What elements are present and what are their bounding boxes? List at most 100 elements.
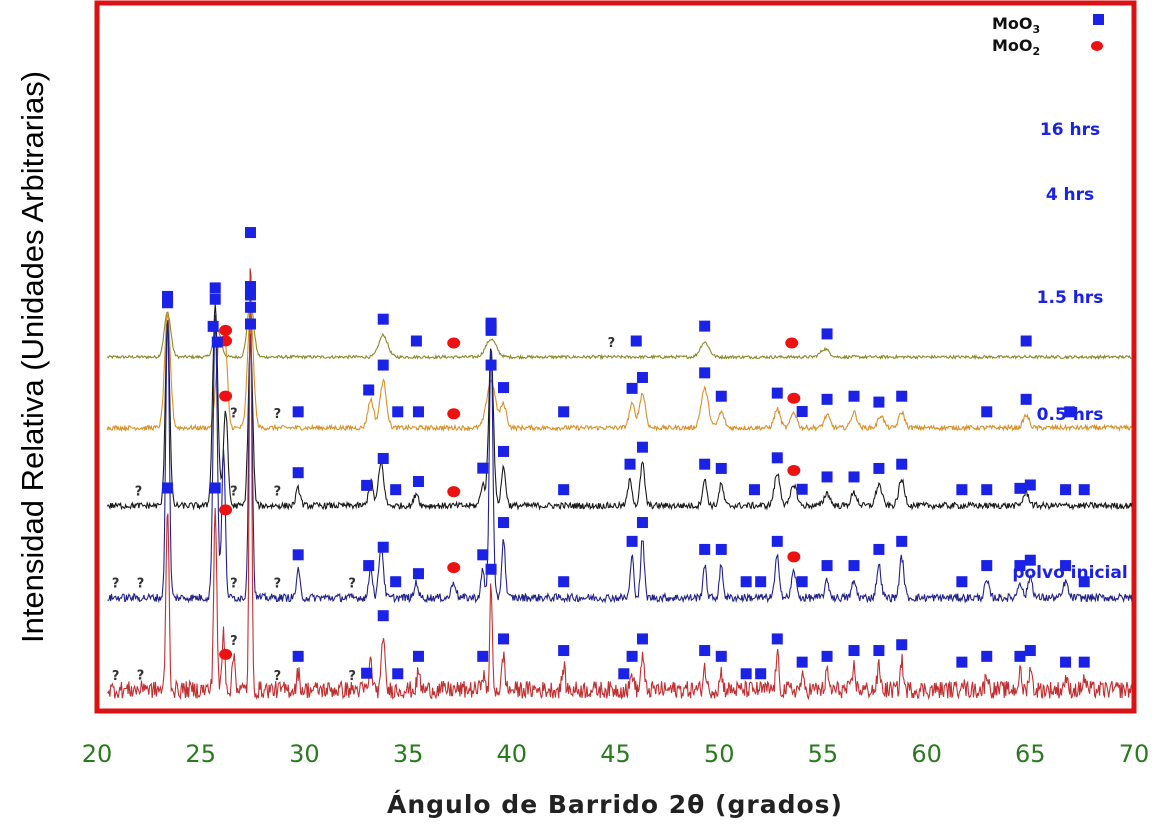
- moo3-marker: [498, 517, 510, 529]
- moo2-marker: [219, 390, 233, 402]
- moo2-marker: [785, 337, 799, 349]
- series-line-0: [106, 301, 1132, 361]
- moo3-marker: [485, 359, 497, 371]
- moo2-marker: [787, 551, 801, 563]
- moo3-marker: [1060, 484, 1072, 496]
- moo3-marker: [715, 390, 727, 402]
- series-label-1: 4 hrs: [1046, 185, 1094, 205]
- moo3-marker: [498, 633, 510, 645]
- moo3-marker: [796, 576, 808, 588]
- moo3-marker: [821, 650, 833, 662]
- moo3-marker: [244, 280, 256, 292]
- x-tick-label-35: 35: [393, 740, 424, 768]
- moo3-marker: [848, 560, 860, 572]
- moo3-marker: [162, 482, 174, 494]
- moo3-marker: [771, 452, 783, 464]
- moo3-marker: [162, 293, 174, 305]
- moo2-marker: [787, 392, 801, 404]
- x-tick-label-40: 40: [497, 740, 528, 768]
- unknown-peak-mark: ?: [137, 669, 145, 684]
- moo3-marker: [1024, 479, 1036, 491]
- moo3-marker: [485, 320, 497, 332]
- moo3-marker: [412, 476, 424, 488]
- moo3-marker: [626, 382, 638, 394]
- moo3-marker: [292, 650, 304, 662]
- unknown-peak-mark: ?: [274, 407, 282, 422]
- moo3-marker: [485, 563, 497, 575]
- x-tick-labels: 20 25 30 35 40 45 50 55 60 65 70: [82, 740, 1150, 768]
- moo3-marker: [896, 458, 908, 470]
- unknown-peak-mark: ?: [230, 485, 238, 500]
- moo3-marker: [390, 576, 402, 588]
- moo3-marker: [1020, 335, 1032, 347]
- moo3-marker: [412, 568, 424, 580]
- moo3-marker: [292, 549, 304, 561]
- moo3-marker: [873, 543, 885, 555]
- unknown-peak-mark: ?: [230, 634, 238, 649]
- moo3-marker: [361, 479, 373, 491]
- moo3-marker: [699, 645, 711, 657]
- moo3-marker: [740, 668, 752, 680]
- moo3-marker: [699, 543, 711, 555]
- moo3-marker: [363, 560, 375, 572]
- unknown-peak-mark: ?: [608, 336, 616, 351]
- moo3-marker: [244, 227, 256, 239]
- moo3-marker: [211, 336, 223, 348]
- unknown-peak-mark: ?: [348, 669, 356, 684]
- unknown-peak-mark: ?: [112, 669, 120, 684]
- moo3-marker: [377, 610, 389, 622]
- series-line-3: [107, 314, 1133, 604]
- moo3-marker: [771, 633, 783, 645]
- moo3-marker: [390, 484, 402, 496]
- moo3-marker: [981, 650, 993, 662]
- x-axis-label: Ángulo de Barrido 2θ (grados): [387, 790, 843, 819]
- moo3-marker: [558, 576, 570, 588]
- moo3-marker: [377, 452, 389, 464]
- moo3-marker: [821, 328, 833, 340]
- unknown-peak-mark: ?: [112, 577, 120, 592]
- moo3-marker: [755, 576, 767, 588]
- moo3-marker: [412, 406, 424, 418]
- moo3-marker: [821, 471, 833, 483]
- moo3-marker: [558, 406, 570, 418]
- moo3-marker: [1078, 576, 1090, 588]
- legend-moo3-marker: [1093, 14, 1104, 25]
- moo3-marker: [896, 535, 908, 547]
- series-label-2: 1.5 hrs: [1037, 288, 1104, 308]
- moo3-marker: [292, 467, 304, 479]
- moo3-marker: [392, 406, 404, 418]
- legend-moo3-label: MoO3: [992, 14, 1040, 36]
- moo3-marker: [244, 301, 256, 313]
- moo3-marker: [377, 359, 389, 371]
- moo3-marker: [1060, 560, 1072, 572]
- moo3-marker: [477, 462, 489, 474]
- series-line-4: [106, 268, 1133, 701]
- moo3-marker: [748, 484, 760, 496]
- moo2-marker: [447, 486, 461, 498]
- legend-moo2-label: MoO2: [992, 36, 1040, 58]
- moo3-marker: [821, 560, 833, 572]
- unknown-peak-mark: ?: [230, 407, 238, 422]
- moo3-marker: [1064, 406, 1076, 418]
- moo3-marker: [715, 462, 727, 474]
- moo3-marker: [1014, 650, 1026, 662]
- moo3-marker: [771, 535, 783, 547]
- moo2-marker: [219, 648, 233, 660]
- moo3-marker: [796, 483, 808, 495]
- moo3-marker: [821, 393, 833, 405]
- unknown-peak-mark: ?: [274, 577, 282, 592]
- moo3-marker: [363, 384, 375, 396]
- series-label-4: polvo inicial: [1012, 563, 1127, 583]
- moo3-marker: [873, 645, 885, 657]
- moo3-marker: [292, 406, 304, 418]
- series-line-2: [106, 304, 1133, 511]
- y-axis-label: Intensidad Relativa (Unidades Arbitraria…: [15, 71, 50, 643]
- moo3-marker: [715, 650, 727, 662]
- moo3-marker: [848, 471, 860, 483]
- moo3-marker: [896, 639, 908, 651]
- moo2-marker: [447, 562, 461, 574]
- moo3-marker: [1078, 656, 1090, 668]
- moo3-marker: [244, 289, 256, 301]
- moo3-marker: [873, 462, 885, 474]
- moo3-marker: [410, 335, 422, 347]
